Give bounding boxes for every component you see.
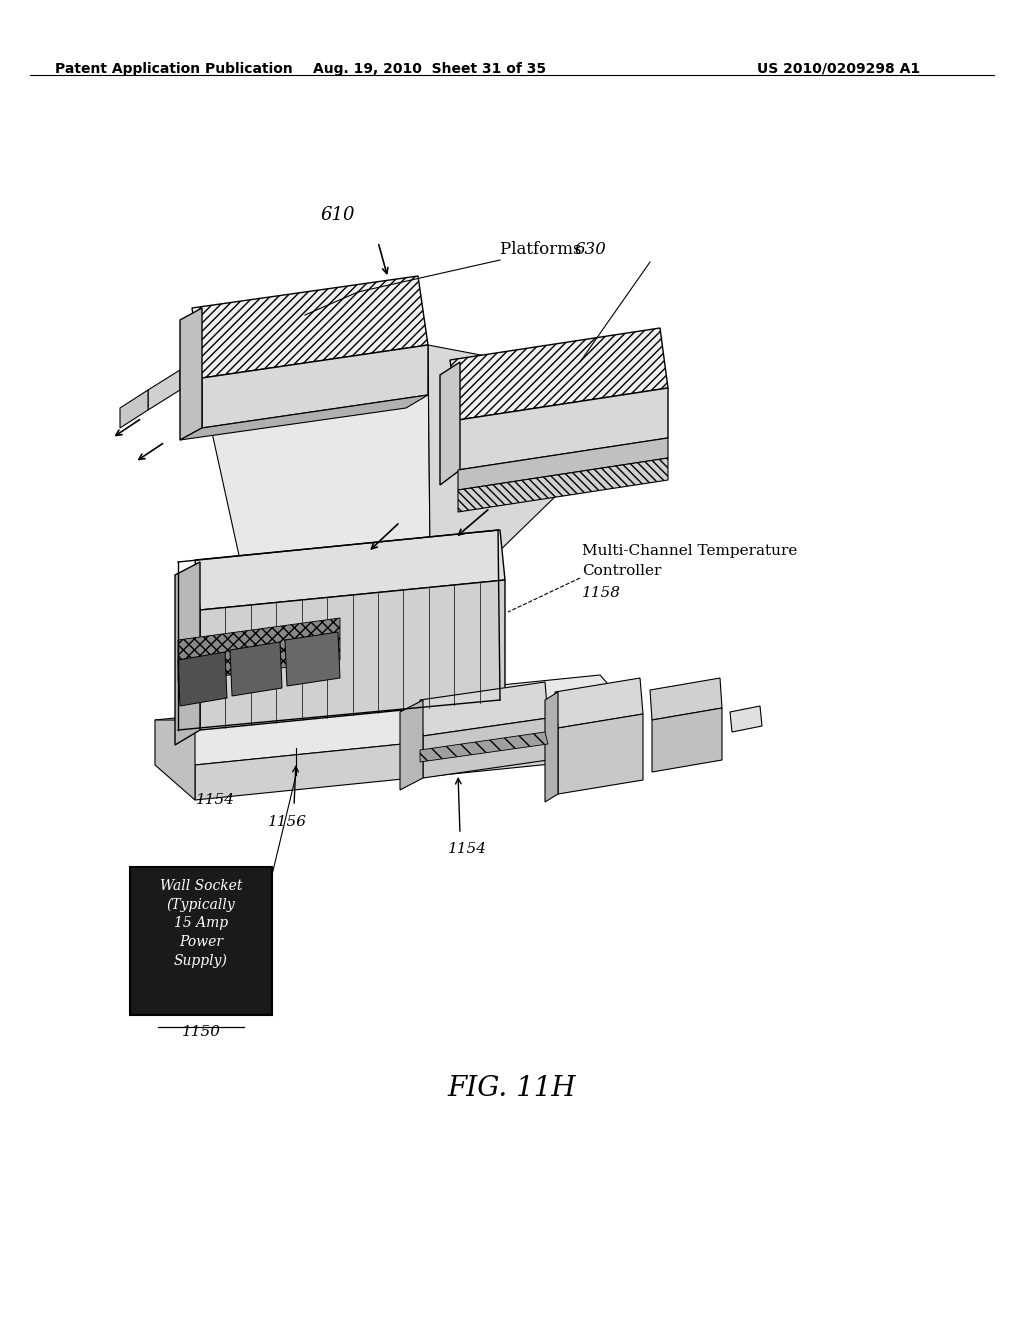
Polygon shape	[650, 678, 722, 719]
Polygon shape	[175, 562, 200, 744]
Text: US 2010/0209298 A1: US 2010/0209298 A1	[757, 62, 920, 77]
Polygon shape	[193, 276, 428, 378]
FancyBboxPatch shape	[130, 867, 272, 1015]
Text: 1154: 1154	[196, 793, 234, 807]
Text: 1154: 1154	[449, 842, 487, 855]
Text: Patent Application Publication: Patent Application Publication	[55, 62, 293, 77]
Polygon shape	[180, 395, 428, 440]
Polygon shape	[120, 389, 148, 428]
Text: 1158: 1158	[582, 586, 621, 601]
Polygon shape	[155, 719, 195, 800]
Polygon shape	[428, 345, 665, 560]
Polygon shape	[458, 438, 668, 490]
Polygon shape	[195, 531, 505, 610]
Polygon shape	[200, 579, 505, 730]
Polygon shape	[230, 642, 282, 696]
Text: 1150: 1150	[181, 1026, 220, 1039]
Text: FIG. 11H: FIG. 11H	[447, 1074, 577, 1101]
Polygon shape	[178, 652, 227, 706]
Polygon shape	[440, 362, 460, 484]
Polygon shape	[400, 700, 423, 789]
Text: Multi-Channel Temperature: Multi-Channel Temperature	[582, 544, 798, 558]
Polygon shape	[458, 388, 668, 470]
Text: Wall Socket
(Typically
15 Amp
Power
Supply): Wall Socket (Typically 15 Amp Power Supp…	[160, 879, 243, 968]
Text: 610: 610	[321, 206, 355, 224]
Text: 630: 630	[575, 242, 607, 259]
Text: Controller: Controller	[582, 564, 662, 578]
Text: Aug. 19, 2010  Sheet 31 of 35: Aug. 19, 2010 Sheet 31 of 35	[313, 62, 547, 77]
Polygon shape	[202, 345, 428, 428]
Polygon shape	[200, 345, 430, 579]
Polygon shape	[148, 370, 180, 411]
Polygon shape	[420, 733, 548, 762]
Polygon shape	[652, 708, 722, 772]
Polygon shape	[180, 308, 202, 440]
Polygon shape	[195, 719, 640, 800]
Polygon shape	[555, 678, 643, 729]
Polygon shape	[730, 706, 762, 733]
Polygon shape	[423, 718, 548, 777]
Text: Platforms: Platforms	[500, 242, 587, 259]
Polygon shape	[178, 618, 340, 682]
Polygon shape	[420, 682, 548, 737]
Text: 1156: 1156	[268, 814, 307, 829]
Polygon shape	[285, 632, 340, 686]
Polygon shape	[558, 714, 643, 795]
Polygon shape	[458, 458, 668, 512]
Polygon shape	[450, 327, 668, 420]
Polygon shape	[155, 675, 640, 766]
Polygon shape	[545, 692, 558, 803]
